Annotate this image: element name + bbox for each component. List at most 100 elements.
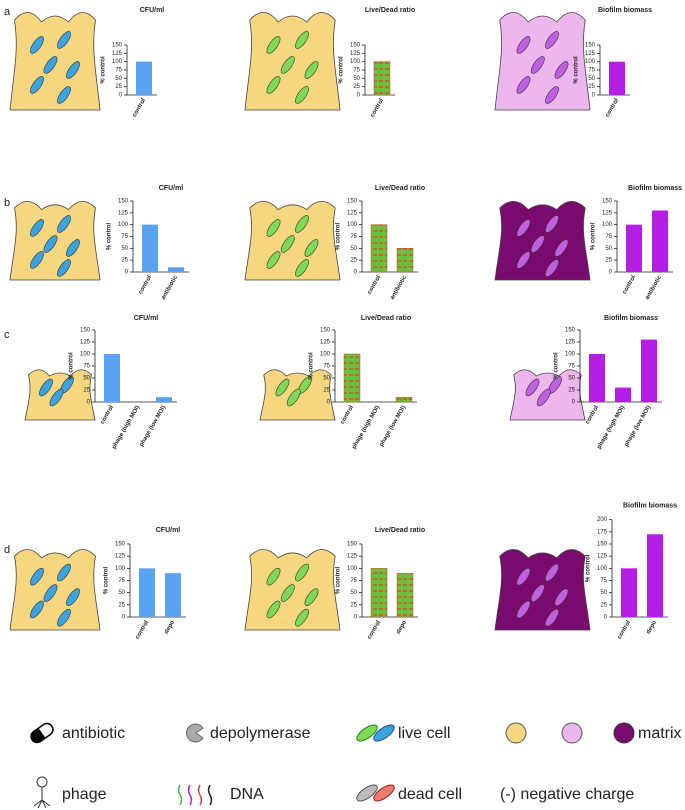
bar: [609, 61, 625, 95]
y-tick-label: 100: [585, 59, 596, 65]
y-tick-label: 125: [347, 210, 358, 216]
cell: [545, 563, 559, 582]
legend: [30, 722, 635, 809]
cell: [57, 608, 71, 627]
legend-label: DNA: [230, 786, 264, 803]
x-tick-label: depo: [396, 620, 409, 636]
y-tick-label: 75: [121, 234, 128, 240]
y-tick-label: 150: [115, 542, 126, 548]
cell: [286, 388, 301, 407]
biofilm-illustration: [244, 549, 341, 631]
y-tick-label: 125: [320, 340, 331, 346]
cell: [545, 215, 559, 233]
y-tick-label: 25: [605, 258, 612, 264]
matrix-icon: [505, 722, 527, 744]
live-cell-icon: [356, 724, 378, 742]
y-axis-label: % control: [339, 56, 345, 84]
cell: [275, 378, 290, 397]
y-tick-label: 25: [600, 602, 607, 608]
y-tick-label: 150: [118, 199, 129, 205]
biofilm-illustration: [9, 549, 101, 631]
bar: [396, 248, 414, 273]
y-tick-label: 150: [347, 199, 358, 205]
y-axis-label: % control: [309, 352, 315, 380]
x-tick-label: control: [132, 98, 148, 119]
cell: [295, 31, 309, 49]
y-tick-label: 150: [80, 328, 91, 334]
bar: [370, 568, 388, 618]
matrix-icon: [613, 722, 635, 744]
bar: [168, 267, 184, 272]
bar: [343, 353, 361, 403]
y-axis-label: % control: [586, 554, 592, 582]
y-tick-label: 50: [605, 246, 612, 252]
legend-label: (-) negative charge: [500, 786, 634, 803]
y-tick-label: 75: [350, 234, 357, 240]
y-tick-label: 0: [354, 615, 358, 621]
cell: [66, 588, 80, 607]
y-tick-label: 100: [115, 566, 126, 572]
y-tick-label: 0: [327, 400, 331, 406]
y-tick-label: 75: [323, 364, 330, 370]
bar: [647, 534, 663, 617]
y-tick-label: 0: [125, 270, 129, 276]
chart-title: Biofilm biomass: [604, 315, 658, 322]
y-tick-label: 50: [350, 246, 357, 252]
y-axis-label: % control: [107, 223, 113, 251]
x-tick-label: control: [585, 405, 601, 426]
y-tick-label: 25: [118, 602, 125, 608]
matrix-icon: [561, 722, 583, 744]
cell: [530, 56, 545, 74]
y-tick-label: 50: [353, 76, 360, 82]
cell: [545, 31, 559, 49]
y-tick-label: 0: [357, 93, 361, 99]
phage-icon: [33, 776, 51, 809]
legend-label: depolymerase: [210, 725, 311, 742]
depolymerase-icon: [186, 723, 204, 743]
bar: [370, 224, 388, 273]
y-tick-label: 75: [568, 364, 575, 370]
cell: [516, 76, 531, 94]
cell: [304, 61, 319, 79]
y-tick-label: 50: [115, 76, 122, 82]
bar: [139, 568, 155, 617]
x-tick-label: control: [367, 620, 383, 641]
y-tick-label: 25: [350, 602, 357, 608]
y-tick-label: 100: [347, 566, 358, 572]
y-tick-label: 125: [597, 554, 608, 560]
live-cell-icon: [373, 724, 395, 742]
cell: [57, 259, 71, 277]
y-tick-label: 50: [588, 76, 595, 82]
cell: [266, 36, 281, 54]
cell: [30, 76, 44, 94]
y-axis-label: % control: [336, 223, 342, 251]
cell: [516, 600, 531, 619]
x-tick-label: control: [617, 620, 633, 641]
y-tick-label: 125: [118, 210, 129, 216]
biofilm-illustration: [244, 12, 341, 111]
biofilm-illustration: [24, 369, 96, 421]
bar: [626, 224, 642, 272]
bar: [104, 354, 120, 402]
biofilm-illustration: [494, 549, 591, 631]
cell: [280, 56, 295, 74]
y-tick-label: 125: [602, 210, 613, 216]
x-tick-label: phage (high MOI): [351, 405, 381, 450]
cell: [66, 61, 80, 79]
y-tick-label: 150: [602, 199, 613, 205]
panel-label: c: [4, 329, 10, 341]
cell: [545, 259, 559, 277]
y-tick-label: 25: [568, 388, 575, 394]
bar: [395, 396, 413, 403]
cell: [516, 219, 531, 237]
x-tick-label: control: [622, 275, 638, 296]
biofilm-illustration: [509, 369, 586, 421]
cell: [545, 608, 559, 627]
biofilm-illustration: [9, 12, 101, 111]
panel-label: a: [4, 6, 11, 18]
cell: [530, 235, 545, 253]
y-tick-label: 175: [597, 529, 608, 535]
y-tick-label: 125: [350, 51, 361, 57]
panel-label: d: [4, 544, 10, 556]
y-tick-label: 150: [585, 43, 596, 49]
